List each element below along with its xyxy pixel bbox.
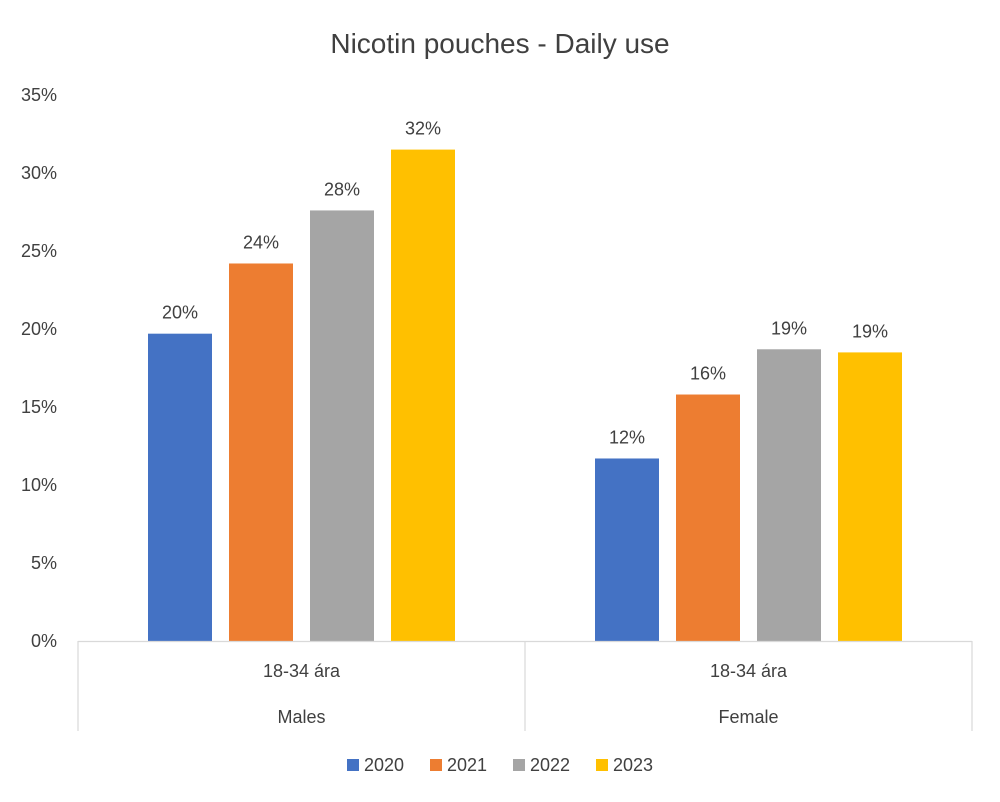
bar-2020-female xyxy=(595,458,659,641)
chart-title: Nicotin pouches - Daily use xyxy=(330,28,669,59)
data-label: 32% xyxy=(405,119,441,139)
legend-swatch xyxy=(596,759,608,771)
y-tick-label: 25% xyxy=(21,241,57,261)
legend-swatch xyxy=(347,759,359,771)
data-label: 19% xyxy=(771,318,807,338)
legend-swatch xyxy=(513,759,525,771)
x-group-label: Female xyxy=(718,707,778,727)
y-tick-label: 5% xyxy=(31,553,57,573)
bar-2022-female xyxy=(757,349,821,641)
x-group-label: Males xyxy=(277,707,325,727)
data-label: 12% xyxy=(609,427,645,447)
legend: 2020 2021 2022 2023 xyxy=(347,755,653,775)
legend-label: 2022 xyxy=(530,755,570,775)
data-label: 19% xyxy=(852,321,888,341)
bar-2023-males xyxy=(391,149,455,641)
y-tick-label: 30% xyxy=(21,163,57,183)
data-label: 24% xyxy=(243,232,279,252)
y-tick-label: 0% xyxy=(31,631,57,651)
legend-label: 2021 xyxy=(447,755,487,775)
bar-2020-males xyxy=(148,333,212,641)
bar-2022-males xyxy=(310,210,374,641)
y-axis: 0% 5% 10% 15% 20% 25% 30% 35% xyxy=(21,85,57,651)
x-sub-category-label: 18-34 ára xyxy=(263,661,341,681)
legend-label: 2020 xyxy=(364,755,404,775)
bar-2021-males xyxy=(229,263,293,641)
x-axis: 18-34 ára Males 18-34 ára Female xyxy=(77,640,973,731)
bar-2023-female xyxy=(838,352,902,641)
x-sub-category-label: 18-34 ára xyxy=(710,661,788,681)
data-label: 20% xyxy=(162,303,198,323)
bar-2021-female xyxy=(676,394,740,641)
y-tick-label: 20% xyxy=(21,319,57,339)
legend-swatch xyxy=(430,759,442,771)
y-tick-label: 35% xyxy=(21,85,57,105)
data-labels: 20% 24% 28% 32% 12% 16% 19% 19% xyxy=(162,119,888,448)
data-label: 28% xyxy=(324,179,360,199)
bars xyxy=(148,149,902,641)
data-label: 16% xyxy=(690,364,726,384)
y-tick-label: 10% xyxy=(21,475,57,495)
legend-label: 2023 xyxy=(613,755,653,775)
y-tick-label: 15% xyxy=(21,397,57,417)
